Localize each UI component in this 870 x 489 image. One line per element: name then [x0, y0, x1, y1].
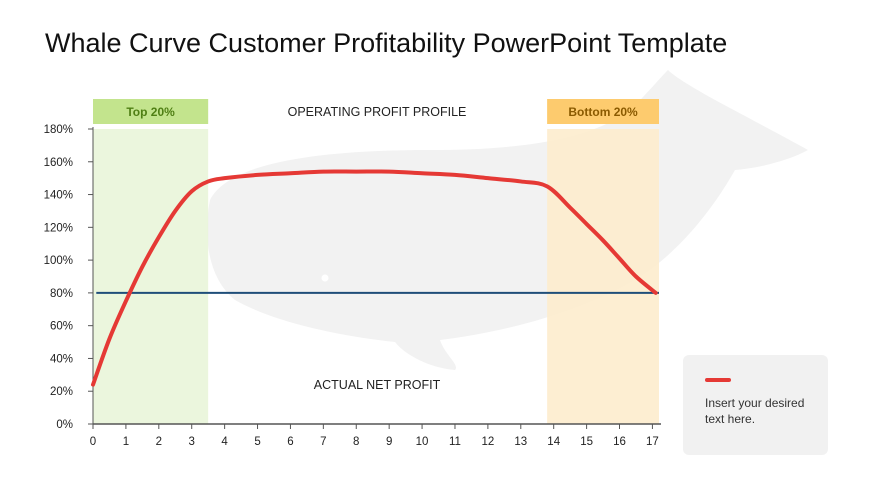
y-tick-label-2: 40% — [50, 353, 73, 365]
band-label-bg-0 — [93, 99, 209, 124]
x-tick-label-3: 3 — [189, 436, 195, 448]
band-label-0: Top 20% — [126, 105, 175, 119]
x-tick-label-8: 8 — [353, 436, 359, 448]
y-tick-label-1: 20% — [50, 386, 73, 398]
x-tick-label-17: 17 — [646, 436, 659, 448]
y-tick-label-9: 180% — [44, 124, 73, 136]
x-tick-label-12: 12 — [481, 436, 494, 448]
x-tick-label-14: 14 — [547, 436, 560, 448]
whale-curve-line-0 — [91, 169, 658, 387]
band-label-bg-1 — [547, 99, 659, 124]
x-tick-label-1: 1 — [123, 436, 129, 448]
x-tick-label-4: 4 — [221, 436, 228, 448]
x-tick-label-13: 13 — [514, 436, 527, 448]
x-tick-label-7: 7 — [320, 436, 326, 448]
annotation-operating-profit: OPERATING PROFIT PROFILE — [288, 105, 467, 119]
legend-swatch — [705, 378, 731, 382]
profit-bands: Top 20% Bottom 20% — [93, 99, 659, 424]
band-area-0 — [93, 129, 209, 424]
x-tick-label-16: 16 — [613, 436, 626, 448]
y-tick-label-0: 0% — [56, 419, 73, 431]
x-tick-label-15: 15 — [580, 436, 593, 448]
y-tick-label-8: 160% — [44, 157, 73, 169]
band-area-1 — [547, 129, 659, 424]
x-tick-label-2: 2 — [156, 436, 162, 448]
x-tick-label-6: 6 — [287, 436, 293, 448]
y-tick-label-7: 140% — [44, 190, 73, 202]
chart-labels: OPERATING PROFIT PROFILE ACTUAL NET PROFI… — [288, 105, 467, 392]
x-tick-label-5: 5 — [254, 436, 260, 448]
x-tick-label-0: 0 — [90, 436, 96, 448]
y-tick-label-3: 60% — [50, 321, 73, 333]
y-tick-label-6: 120% — [44, 222, 73, 234]
series-layer — [91, 169, 659, 387]
y-tick-label-4: 80% — [50, 288, 73, 300]
slide-title: Whale Curve Customer Profitability Power… — [45, 28, 728, 58]
y-tick-label-5: 100% — [44, 255, 73, 267]
legend-text: Insert your desired text here. — [705, 396, 805, 426]
band-label-1: Bottom 20% — [568, 105, 638, 119]
axes: 0%20%40%60%80%100%120%140%160%180%0 1 2 3 4 5… — [44, 124, 661, 448]
x-tick-label-10: 10 — [416, 436, 429, 448]
annotation-actual-net-profit: ACTUAL NET PROFIT — [314, 378, 441, 392]
legend-box: Insert your desired text here. — [683, 355, 828, 455]
x-tick-label-9: 9 — [386, 436, 392, 448]
whale-eye — [321, 274, 329, 282]
x-tick-label-11: 11 — [449, 436, 461, 448]
